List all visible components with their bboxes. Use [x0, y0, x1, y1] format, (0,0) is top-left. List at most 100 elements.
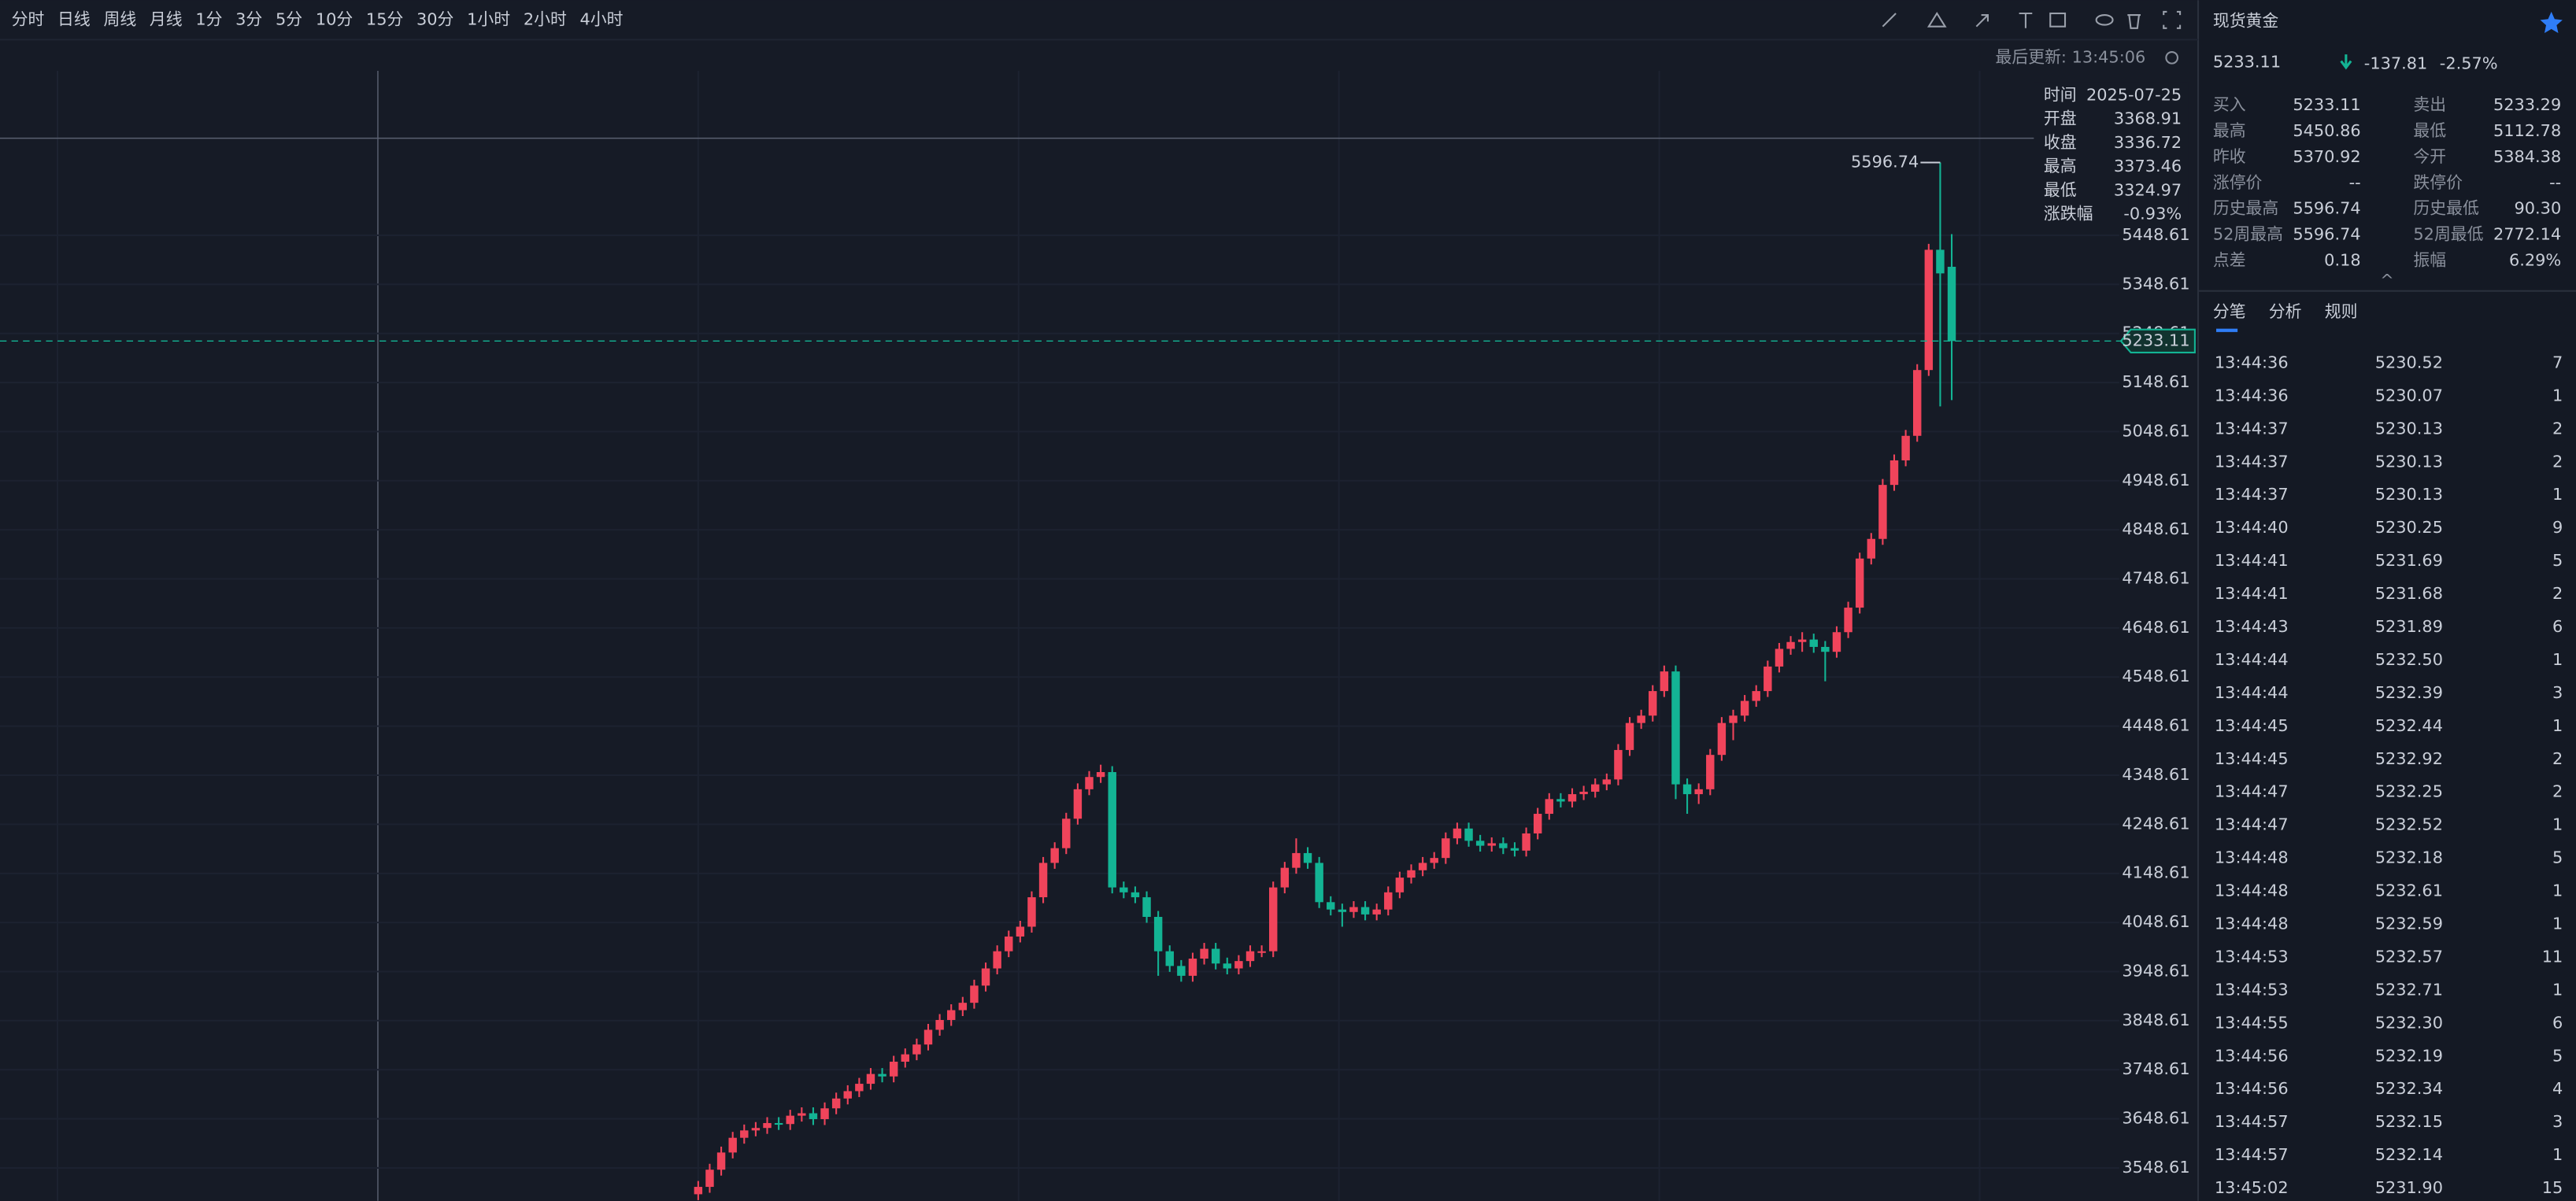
timeframe-button[interactable]: 15分: [366, 9, 404, 28]
tick-price: 5231.90: [2375, 1178, 2443, 1197]
tick-price: 5231.89: [2375, 617, 2443, 636]
tick-price: 5230.25: [2375, 518, 2443, 537]
candle-body: [1487, 843, 1496, 846]
candle-body: [1567, 794, 1577, 802]
tick-volume: 1: [2552, 485, 2563, 504]
timeframe-button[interactable]: 周线: [103, 9, 136, 28]
quote-label: 买入: [2213, 95, 2246, 114]
tab[interactable]: 规则: [2325, 302, 2358, 321]
tick-volume: 5: [2552, 848, 2563, 867]
tab[interactable]: 分笔: [2213, 302, 2246, 321]
tick-price: 5230.13: [2375, 452, 2443, 471]
hover-value: 2025-07-25: [2086, 85, 2182, 104]
collapse-caret[interactable]: ^: [2380, 271, 2393, 290]
candle-body: [1637, 715, 1645, 723]
candle-body: [1556, 799, 1565, 802]
max-label: 5596.74: [1851, 153, 1919, 172]
last-update: 最后更新: 13:45:06: [1995, 47, 2145, 66]
candle-body: [1188, 959, 1197, 976]
tick-price: 5232.50: [2375, 650, 2443, 669]
quote-value: 90.30: [2515, 199, 2562, 218]
candle-body: [774, 1122, 783, 1125]
tick-volume: 1: [2552, 980, 2563, 999]
tick-time: 13:44:44: [2215, 683, 2289, 702]
candle-body: [981, 968, 990, 986]
hover-panel: [2034, 82, 2189, 227]
quote-value: 5596.74: [2293, 225, 2360, 244]
tick-price: 5232.19: [2375, 1046, 2443, 1065]
candle-body: [1602, 779, 1612, 785]
timeframe-button[interactable]: 4小时: [580, 9, 624, 28]
candle-body: [1338, 909, 1347, 912]
candle-body: [1510, 848, 1519, 851]
y-tick-label: 3948.61: [2122, 961, 2189, 980]
timeframe-button[interactable]: 1小时: [467, 9, 510, 28]
refresh-icon[interactable]: [2165, 50, 2179, 65]
candle-body: [809, 1113, 818, 1119]
tick-time: 13:44:36: [2215, 386, 2289, 405]
candle-body: [1016, 926, 1025, 937]
tick-time: 13:44:41: [2215, 551, 2289, 570]
tick-volume: 2: [2552, 419, 2563, 438]
y-tick-label: 4848.61: [2122, 519, 2189, 538]
tick-volume: 15: [2542, 1178, 2563, 1197]
tick-price: 5231.69: [2375, 551, 2443, 570]
timeframe-button[interactable]: 30分: [416, 9, 454, 28]
candle-body: [1821, 646, 1830, 652]
timeframe-button[interactable]: 3分: [235, 9, 262, 28]
tick-volume: 2: [2552, 584, 2563, 603]
candle-body: [1775, 649, 1784, 667]
y-tick-label: 3548.61: [2122, 1158, 2189, 1177]
quote-value: 5370.92: [2293, 147, 2360, 166]
tick-time: 13:44:56: [2215, 1079, 2289, 1098]
quote-value: 5450.86: [2293, 121, 2360, 140]
quote-label: 涨停价: [2213, 173, 2263, 192]
y-tick-label: 3848.61: [2122, 1011, 2189, 1029]
tick-time: 13:44:41: [2215, 584, 2289, 603]
candle-body: [763, 1122, 772, 1129]
tick-volume: 2: [2552, 749, 2563, 768]
tick-price: 5232.14: [2375, 1145, 2443, 1164]
candle-body: [1407, 870, 1416, 878]
tick-time: 13:44:55: [2215, 1013, 2289, 1032]
timeframe-button[interactable]: 1分: [195, 9, 222, 28]
candle-body: [1142, 897, 1151, 918]
candle-body: [1844, 608, 1852, 633]
timeframe-button[interactable]: 5分: [276, 9, 302, 28]
tick-price: 5232.71: [2375, 980, 2443, 999]
candle-body: [1671, 671, 1680, 785]
y-tick-label: 4448.61: [2122, 716, 2189, 735]
candle-body: [1740, 700, 1749, 716]
tick-time: 13:44:56: [2215, 1046, 2289, 1065]
tick-time: 13:44:48: [2215, 848, 2289, 867]
timeframe-button[interactable]: 日线: [57, 9, 91, 28]
y-tick-label: 3748.61: [2122, 1059, 2189, 1078]
quote-label: 今开: [2413, 147, 2446, 166]
candle-body: [1315, 863, 1323, 903]
hover-value: -0.93%: [2123, 205, 2182, 224]
tick-price: 5230.07: [2375, 386, 2443, 405]
tab[interactable]: 分析: [2269, 302, 2302, 321]
candle-body: [1327, 902, 1335, 910]
y-tick-label: 4348.61: [2122, 765, 2189, 784]
timeframe-button[interactable]: 10分: [316, 9, 353, 28]
quote-label: 点差: [2213, 251, 2246, 270]
tick-time: 13:44:37: [2215, 419, 2289, 438]
favorite-star[interactable]: [2540, 11, 2563, 34]
timeframe-button[interactable]: 分时: [12, 9, 45, 28]
down-arrow: [2340, 54, 2352, 70]
candle-body: [1108, 772, 1116, 888]
candle-body: [843, 1091, 852, 1099]
candle-body: [705, 1170, 714, 1188]
timeframe-button[interactable]: 2小时: [524, 9, 567, 28]
candle-body: [993, 951, 1001, 969]
tick-time: 13:44:45: [2215, 716, 2289, 735]
timeframe-button[interactable]: 月线: [150, 9, 183, 28]
drawing-tools[interactable]: [1882, 10, 2182, 29]
hover-label: 开盘: [2044, 109, 2077, 128]
y-tick-label: 4548.61: [2122, 667, 2189, 685]
tick-price: 5232.52: [2375, 815, 2443, 834]
hover-label: 最低: [2044, 180, 2077, 199]
tick-volume: 4: [2552, 1079, 2563, 1098]
candle-body: [751, 1128, 761, 1131]
